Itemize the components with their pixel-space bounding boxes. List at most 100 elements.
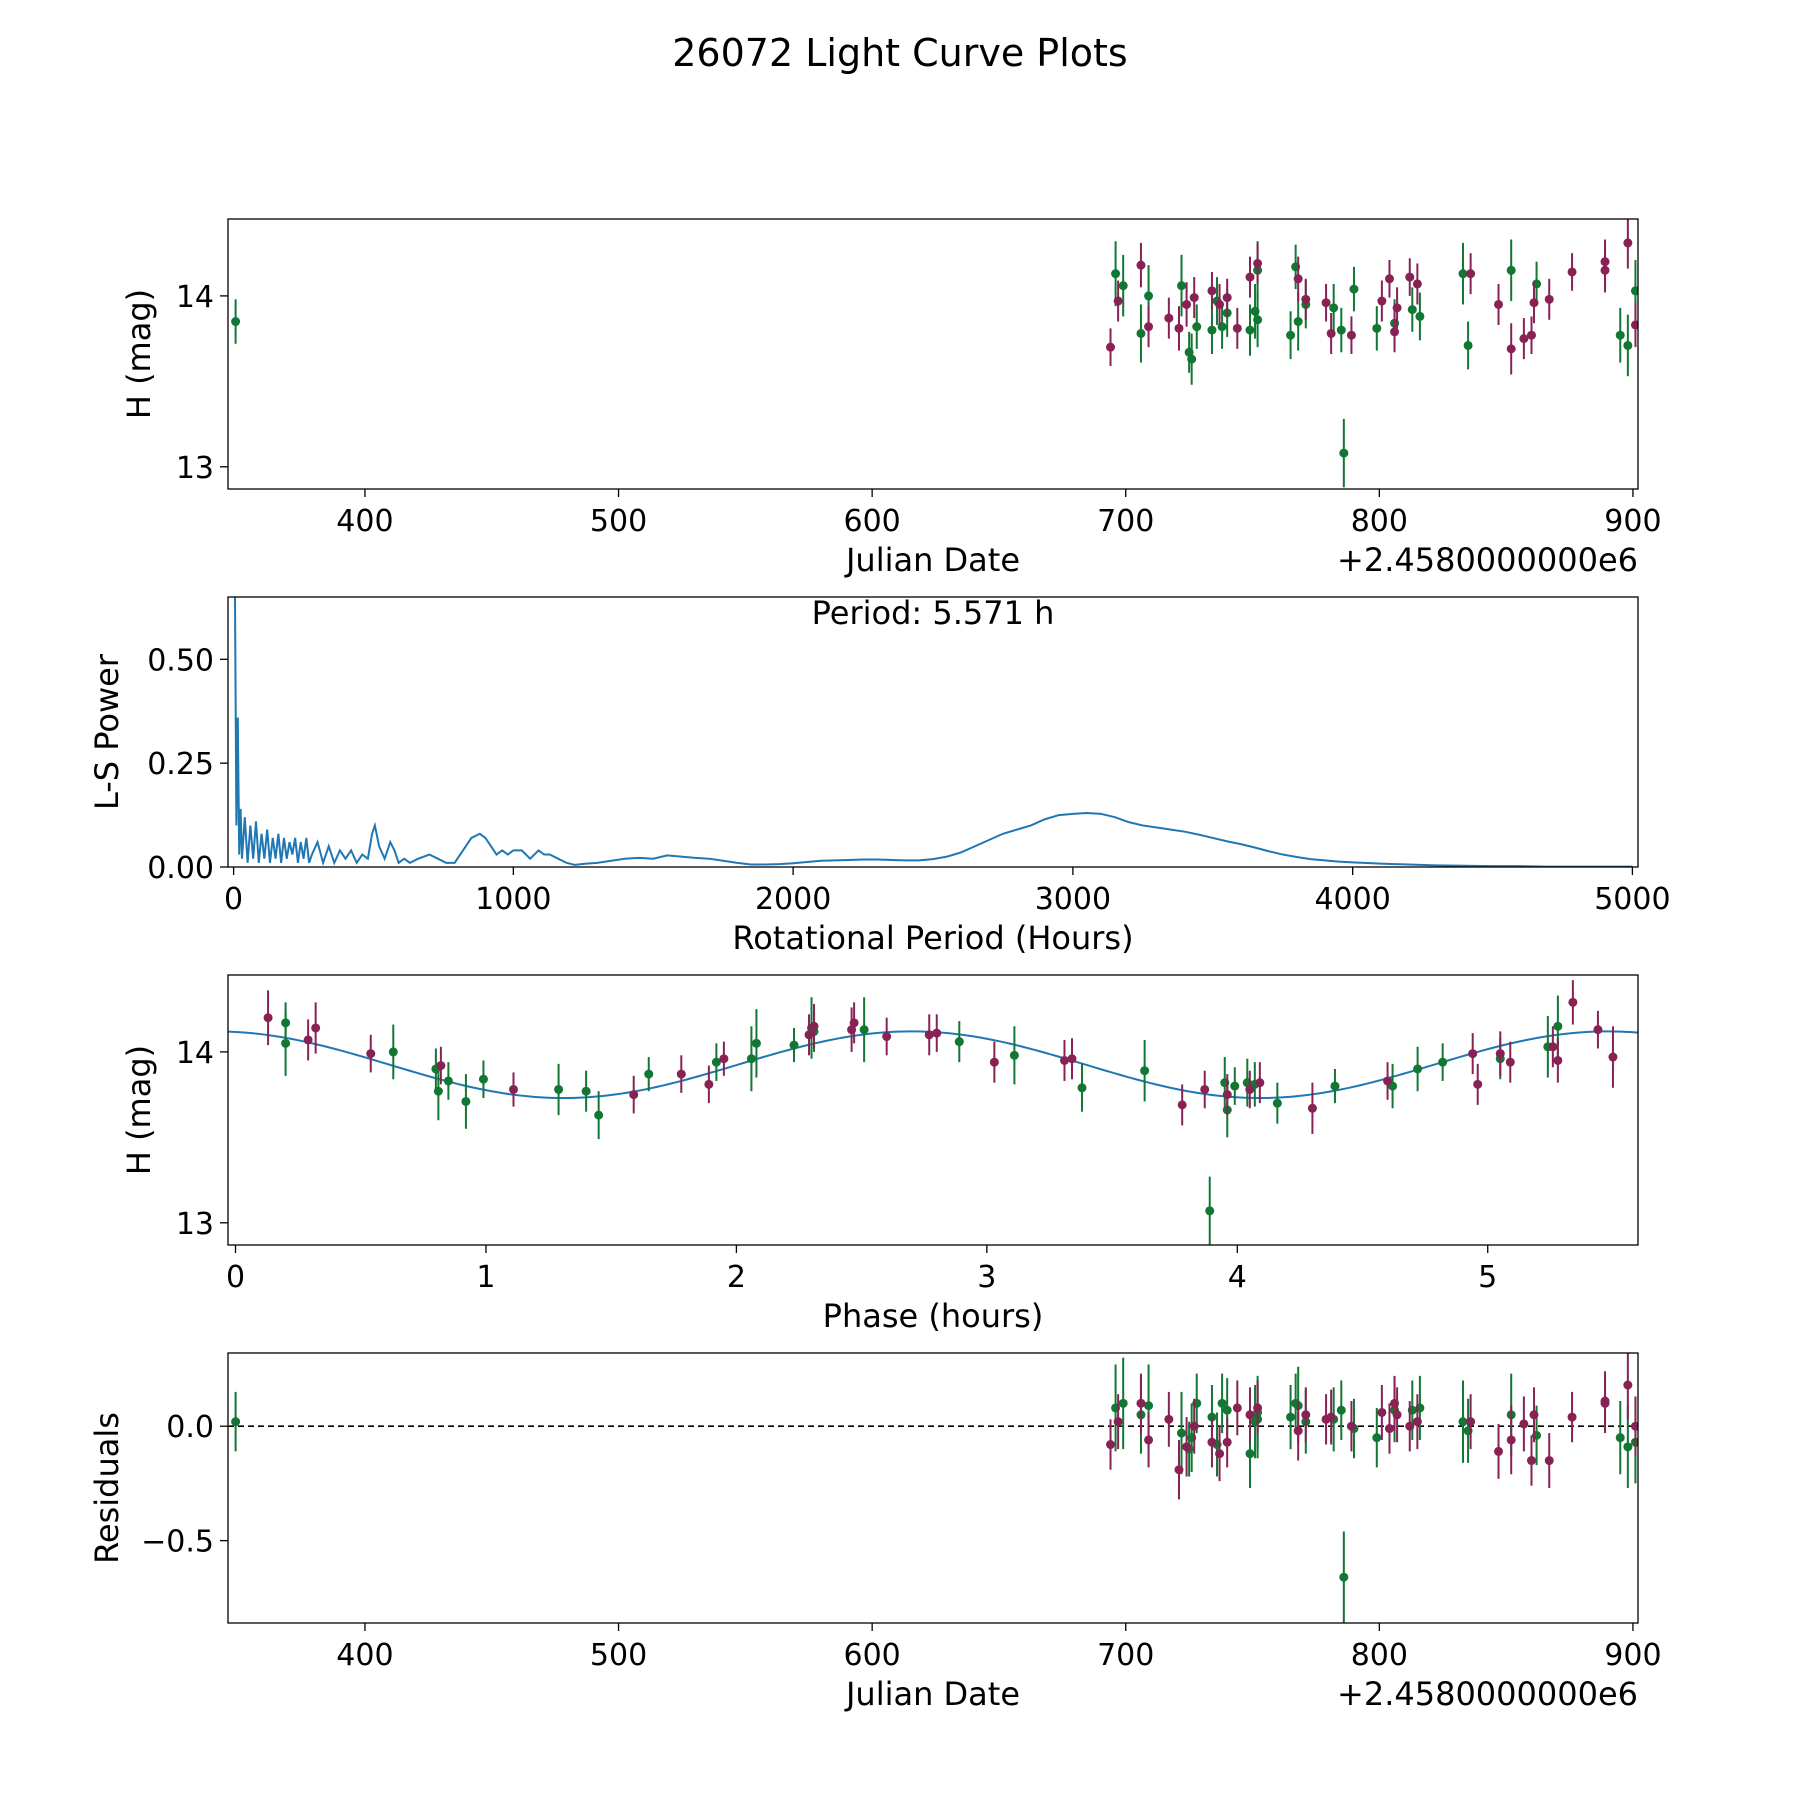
data-point [1189, 1421, 1199, 1431]
periodogram-line [233, 597, 1633, 867]
data-point [1177, 1100, 1187, 1110]
data-point [1405, 272, 1415, 282]
data-point [1405, 1421, 1415, 1431]
data-point [1067, 1054, 1077, 1064]
figure-title: 26072 Light Curve Plots [672, 31, 1127, 75]
data-point [1232, 323, 1242, 333]
data-point [303, 1035, 313, 1045]
data-point [1245, 1410, 1255, 1420]
y-tick-label: −0.5 [141, 1525, 214, 1560]
y-tick-label: 13 [176, 1207, 214, 1242]
data-point [1187, 354, 1197, 364]
x-tick-label: 800 [1351, 504, 1408, 539]
x-tick-label: 700 [1097, 1638, 1154, 1673]
data-point [1526, 330, 1536, 340]
data-point [1232, 1403, 1242, 1413]
data-point [1182, 299, 1192, 309]
data-point [1615, 1433, 1625, 1443]
data-point [1623, 1442, 1633, 1452]
data-point [1144, 291, 1154, 301]
data-point [1136, 260, 1146, 270]
x-tick-label: 500 [590, 504, 647, 539]
data-point [1346, 1421, 1356, 1431]
x-axis-label: Rotational Period (Hours) [732, 919, 1133, 957]
y-axis-label: H (mag) [120, 289, 158, 419]
data-point [1494, 299, 1504, 309]
data-point [478, 1074, 488, 1084]
x-tick-label: 5000 [1594, 882, 1670, 917]
data-point [1222, 1437, 1232, 1447]
data-point [1463, 340, 1473, 350]
data-point [461, 1096, 471, 1106]
data-point [1519, 334, 1529, 344]
data-point [281, 1038, 291, 1048]
data-point [1136, 328, 1146, 338]
data-point [1286, 1412, 1296, 1422]
data-point [231, 317, 241, 327]
data-point [1144, 1401, 1154, 1411]
y-tick-label: 0.25 [147, 747, 214, 782]
x-tick-label: 900 [1604, 504, 1661, 539]
data-point [1207, 286, 1217, 296]
data-point [388, 1047, 398, 1057]
data-point [1553, 1055, 1563, 1065]
period-annotation: Period: 5.571 h [812, 594, 1055, 632]
data-point [1336, 1405, 1346, 1415]
data-point [1245, 272, 1255, 282]
data-point [1339, 448, 1349, 458]
data-point [1506, 344, 1516, 354]
data-point [1529, 298, 1539, 308]
plot-area-periodogram [233, 597, 1633, 867]
x-offset-label: +2.4580000000e6 [1337, 1675, 1638, 1713]
data-point [1458, 269, 1468, 279]
x-tick-label: 700 [1097, 504, 1154, 539]
data-point [924, 1030, 934, 1040]
x-tick-label: 2000 [755, 882, 831, 917]
data-point [1466, 1417, 1476, 1427]
data-point [1136, 1398, 1146, 1408]
data-point [1106, 342, 1116, 352]
data-point [1164, 1414, 1174, 1424]
x-tick-label: 0 [226, 1260, 245, 1295]
data-point [1177, 281, 1187, 291]
data-point [1177, 1428, 1187, 1438]
data-point [676, 1069, 686, 1079]
data-point [1272, 1098, 1282, 1108]
data-point [1593, 1025, 1603, 1035]
data-point [1215, 1449, 1225, 1459]
data-point [1301, 294, 1311, 304]
data-point [366, 1049, 376, 1059]
data-point [1384, 1424, 1394, 1434]
data-point [1009, 1050, 1019, 1060]
x-tick-label: 0 [224, 882, 243, 917]
data-point [1600, 1396, 1610, 1406]
data-point [1215, 299, 1225, 309]
data-point [1230, 1081, 1240, 1091]
y-axis-label: Residuals [88, 1412, 126, 1564]
data-point [1293, 1426, 1303, 1436]
data-point [1544, 1456, 1554, 1466]
data-point [1330, 1081, 1340, 1091]
data-point [1630, 320, 1638, 330]
series-1 [1106, 219, 1638, 375]
data-point [1200, 1084, 1210, 1094]
data-point [1392, 1410, 1402, 1420]
data-point [1553, 1021, 1563, 1031]
data-point [1326, 1412, 1336, 1422]
data-point [1568, 997, 1578, 1007]
data-point [1615, 330, 1625, 340]
x-tick-label: 600 [844, 504, 901, 539]
data-point [954, 1037, 964, 1047]
data-point [1205, 1206, 1215, 1216]
data-point [644, 1069, 654, 1079]
x-tick-label: 1 [476, 1260, 495, 1295]
series-0 [231, 239, 1638, 488]
y-tick-label: 0.0 [166, 1410, 214, 1445]
data-point [1567, 267, 1577, 277]
data-point [1174, 1465, 1184, 1475]
data-point [1321, 298, 1331, 308]
x-tick-label: 2 [727, 1260, 746, 1295]
data-point [1384, 274, 1394, 284]
data-point [849, 1018, 859, 1028]
